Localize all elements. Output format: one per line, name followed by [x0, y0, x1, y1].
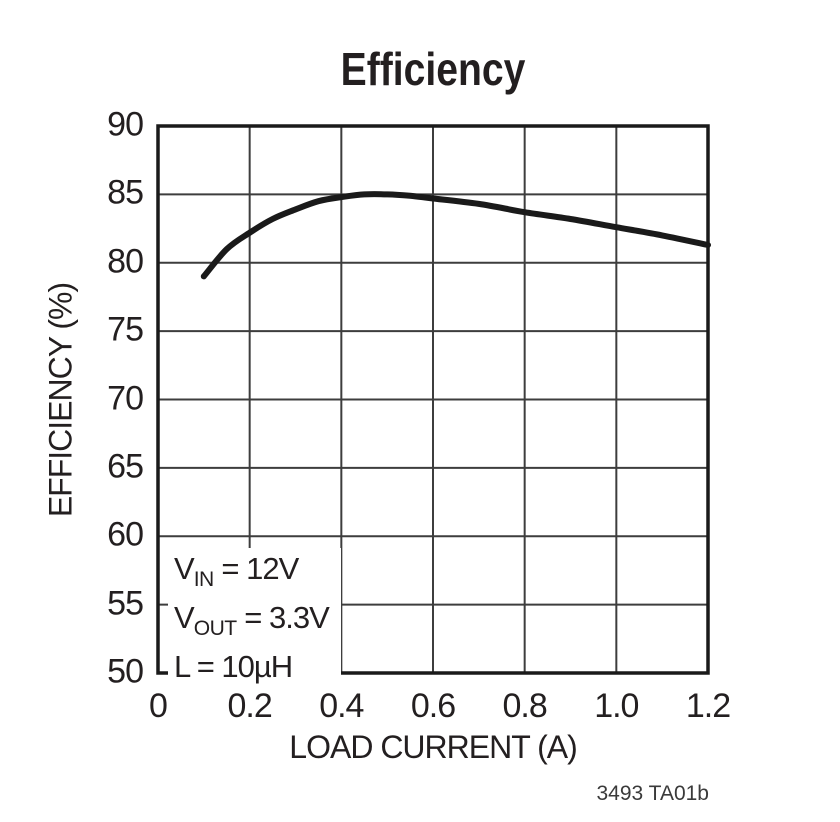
x-tick-label: 1.0 [594, 687, 639, 725]
y-tick-label: 75 [107, 310, 144, 349]
x-tick-label: 0.4 [319, 687, 364, 725]
y-tick-label: 65 [107, 447, 144, 486]
y-tick-label: 55 [107, 584, 144, 623]
x-tick-label: 0 [149, 687, 168, 725]
annotation-line: VIN = 12V [174, 551, 299, 592]
x-tick-label: 0.6 [410, 687, 456, 725]
chart-title: Efficiency [340, 43, 526, 95]
plot-frame [156, 124, 710, 675]
y-tick-label: 80 [107, 242, 144, 281]
y-tick-label: 90 [107, 105, 144, 144]
annotation-line: L = 10µH [174, 649, 293, 685]
efficiency-curve [200, 191, 711, 280]
x-tick-label: 0.8 [502, 687, 548, 725]
y-tick-label: 50 [107, 652, 144, 691]
y-tick-label: 70 [107, 379, 144, 418]
y-tick-label: 85 [107, 174, 144, 213]
x-axis-label: LOAD CURRENT (A) [289, 729, 577, 765]
annotation-line: VOUT = 3.3V [174, 600, 330, 641]
figure-reference-code: 3493 TA01b [596, 782, 710, 805]
x-tick-label: 1.2 [685, 687, 731, 725]
x-tick-label: 0.2 [227, 687, 273, 725]
y-tick-label: 60 [107, 515, 144, 554]
operating-conditions-annotation: VIN = 12V VOUT = 3.3V L = 10µH [168, 548, 341, 693]
